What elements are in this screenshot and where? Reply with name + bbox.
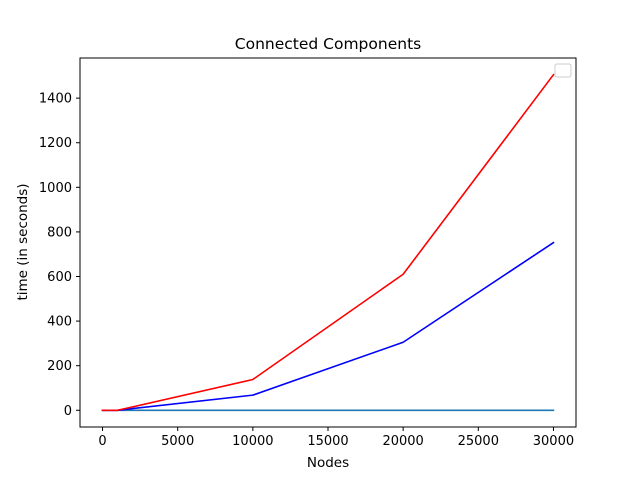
plot-frame [79,57,577,428]
x-tick-label: 25000 [458,434,499,449]
legend [554,63,572,78]
x-tick-label: 20000 [382,434,423,449]
x-tick-label: 5000 [161,434,194,449]
x-tick-label: 0 [98,434,106,449]
plot-area [80,58,576,427]
y-axis-ticks: 0 200 400 600 800 1000 1200 1400 [39,92,80,419]
y-tick-label: 1000 [39,181,72,196]
chart-title: Connected Components [235,35,421,53]
y-tick-label: 400 [47,315,72,330]
y-tick-label: 600 [47,270,72,285]
y-tick-label: 800 [47,225,72,240]
series-line-3 [101,73,555,412]
y-tick-label: 200 [47,359,72,374]
x-tick-label: 10000 [232,434,273,449]
x-axis-label: Nodes [307,455,349,471]
x-tick-label: 30000 [533,434,574,449]
y-tick-label: 1200 [39,136,72,151]
y-tick-label: 0 [64,404,72,419]
legend-box [554,63,572,78]
series-layer [101,73,555,412]
y-axis-label: time (in seconds) [15,183,31,300]
y-tick-label: 1400 [39,92,72,107]
x-axis-ticks: 0 5000 10000 15000 20000 25000 30000 [98,427,574,449]
x-tick-label: 15000 [307,434,348,449]
